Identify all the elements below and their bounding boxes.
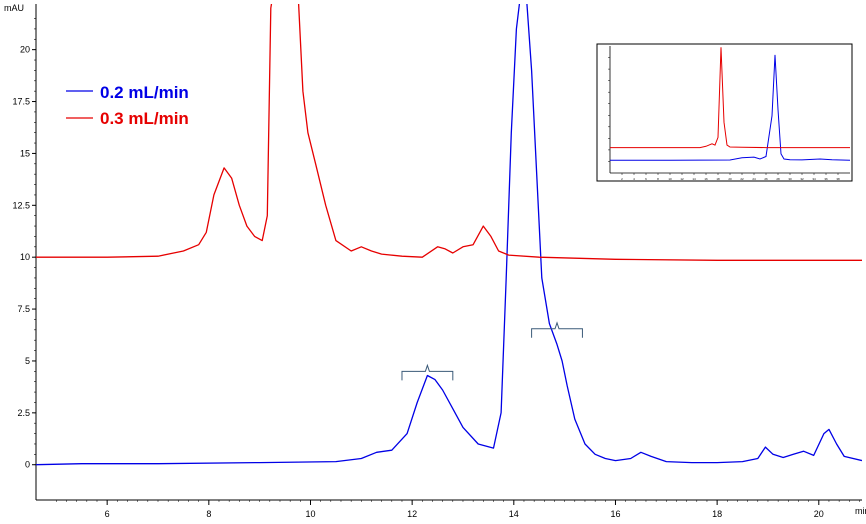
x-tick-label: 12: [407, 509, 417, 519]
legend-label-0-2: 0.2 mL/min: [100, 83, 189, 102]
peak-bracket: [531, 321, 583, 338]
peak-bracket: [401, 363, 454, 381]
y-tick-label: 17.5: [12, 97, 30, 107]
inset-x-tick-label: 6: [645, 177, 647, 181]
inset-x-tick-label: 12: [680, 177, 684, 181]
series-line-0-3: [36, 4, 862, 261]
inset-x-tick-label: 8: [657, 177, 659, 181]
inset-x-tick-label: 20: [728, 177, 732, 181]
inset-series-line-0-2: [610, 54, 851, 161]
y-tick-label: 10: [20, 252, 30, 262]
main-series: [36, 4, 862, 466]
x-tick-label: 20: [814, 509, 824, 519]
legend-label-0-3: 0.3 mL/min: [100, 109, 189, 128]
x-axis-label: min: [855, 506, 866, 516]
y-tick-label: 2.5: [17, 408, 30, 418]
inset-x-tick-label: 34: [812, 177, 816, 181]
series-line-0-2: [36, 4, 862, 466]
inset-x-tick-label: 24: [752, 177, 756, 181]
inset-x-tick-label: 16: [704, 177, 708, 181]
inset-x-tick-label: 30: [788, 177, 792, 181]
inset-x-tick-label: 14: [692, 177, 696, 181]
inset-x-tick-label: 18: [716, 177, 720, 181]
inset-x-tick-label: 22: [740, 177, 744, 181]
x-tick-label: 6: [105, 509, 110, 519]
y-tick-label: 5: [25, 356, 30, 366]
main-axes: 0 2.5 5 7.5 10 12.5 15 17.5 20 mAU 6 8 10 12 14 16 18 20 m…: [4, 3, 866, 519]
inset-x-tick-label: 28: [776, 177, 780, 181]
inset-chart: 2 4 6 8 10 12 14 16 18 20 22 24 26 28 30 32 34 36 38: [596, 43, 853, 182]
inset-x-tick-label: 10: [668, 177, 672, 181]
annotations: [401, 321, 583, 381]
y-tick-label: 20: [20, 45, 30, 55]
inset-x-tick-label: 26: [764, 177, 768, 181]
y-tick-label: 15: [20, 148, 30, 158]
y-tick-label: 0: [25, 460, 30, 470]
inset-x-tick-label: 36: [824, 177, 828, 181]
y-tick-label: 12.5: [12, 200, 30, 210]
inset-x-tick-label: 4: [633, 177, 635, 181]
inset-frame: [596, 43, 853, 182]
y-axis-label: mAU: [4, 3, 24, 13]
legend: 0.2 mL/min 0.3 mL/min: [66, 83, 189, 128]
x-tick-label: 16: [610, 509, 620, 519]
x-tick-label: 18: [712, 509, 722, 519]
inset-x-tick-label: 2: [621, 177, 623, 181]
x-tick-label: 14: [509, 509, 519, 519]
inset-x-tick-label: 38: [836, 177, 840, 181]
x-tick-label: 10: [305, 509, 315, 519]
y-tick-label: 7.5: [17, 304, 30, 314]
inset-x-tick-label: 32: [800, 177, 804, 181]
inset-series-line-0-3: [610, 47, 850, 149]
x-tick-label: 8: [206, 509, 211, 519]
